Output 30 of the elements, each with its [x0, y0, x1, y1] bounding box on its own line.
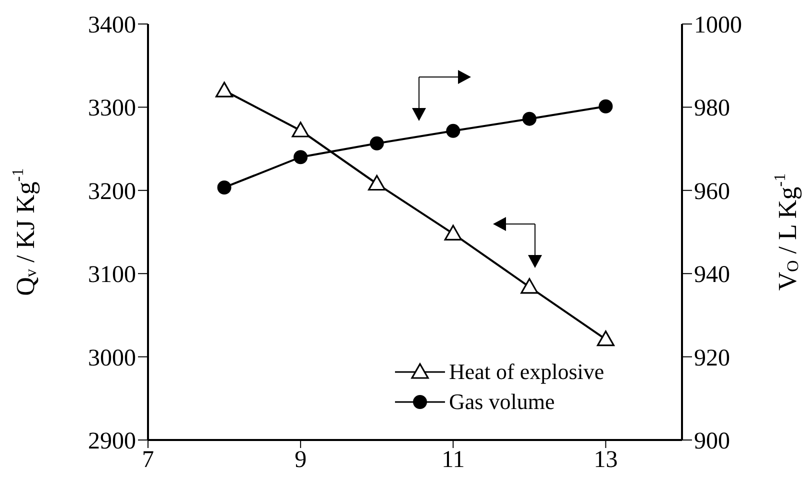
x-tick-label: 7 [142, 447, 154, 474]
point [370, 136, 384, 150]
point [596, 330, 615, 346]
y2-tick-label: 940 [694, 262, 730, 288]
point [294, 150, 308, 164]
y-tick-label: 3300 [88, 96, 136, 122]
x-tick-label: 11 [442, 447, 465, 474]
y2-tick-label: 960 [694, 178, 730, 205]
y2-tick-label: 900 [694, 428, 730, 455]
y-tick-label: 3400 [88, 12, 136, 39]
point [446, 124, 460, 138]
point [292, 122, 310, 138]
point [522, 112, 536, 126]
point [444, 224, 462, 240]
y2-tick-label: 920 [694, 345, 730, 372]
y2-tick-label: 1000 [694, 12, 742, 39]
y-tick-label: 3200 [88, 178, 136, 205]
y-tick-label: 2900 [88, 428, 136, 455]
point [215, 82, 234, 98]
point [520, 278, 538, 294]
legend-label: Gas volume [449, 389, 555, 415]
y-tick-label: 3100 [88, 262, 136, 288]
point [368, 174, 386, 191]
x-tick-label: 13 [594, 447, 618, 474]
point [217, 180, 232, 194]
y-tick-label: 3000 [88, 345, 136, 372]
x-tick-label: 9 [294, 447, 307, 474]
legend-label: Heat of explosive [449, 359, 604, 385]
point [598, 99, 613, 114]
y2-tick-label: 980 [694, 96, 730, 122]
